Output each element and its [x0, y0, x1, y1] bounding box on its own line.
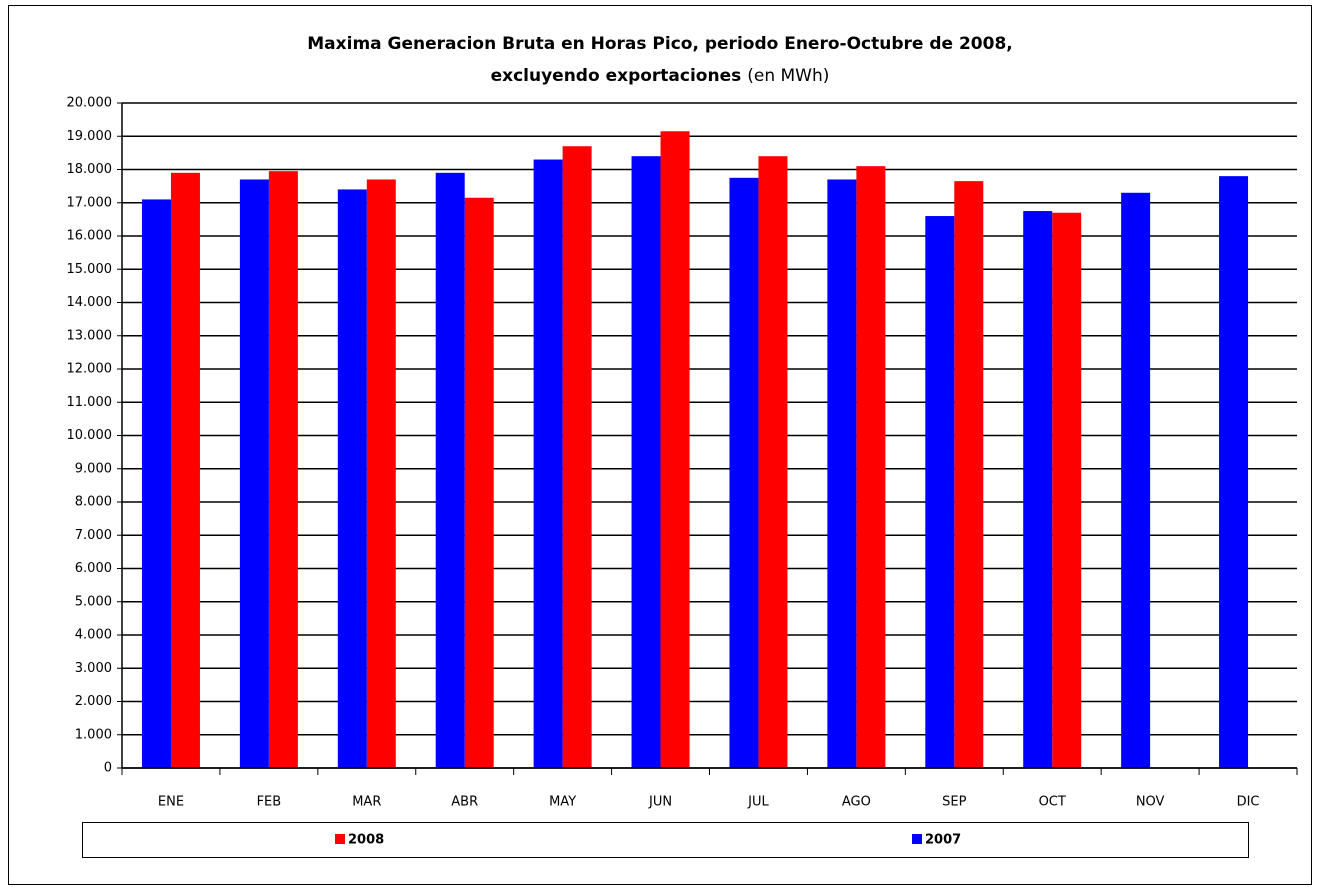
- bar: [533, 159, 563, 768]
- y-tick-label: 8.000: [75, 495, 112, 510]
- y-tick-label: 2.000: [75, 694, 112, 709]
- bar: [758, 156, 788, 768]
- bar: [925, 216, 955, 769]
- bar: [729, 177, 759, 768]
- legend-swatch: [335, 834, 345, 844]
- y-tick-label: 6.000: [75, 561, 112, 576]
- y-tick-label: 15.000: [67, 262, 113, 277]
- x-tick-label: DIC: [1237, 795, 1260, 810]
- bar: [660, 131, 690, 768]
- bar: [1023, 211, 1053, 768]
- y-tick-label: 1.000: [75, 727, 112, 742]
- x-tick-label: OCT: [1039, 795, 1066, 810]
- bar: [268, 171, 298, 769]
- legend-box: [82, 822, 1249, 858]
- y-tick-label: 13.000: [67, 328, 113, 343]
- y-tick-label: 12.000: [67, 362, 113, 377]
- x-tick-label: AGO: [842, 795, 871, 810]
- bar: [464, 197, 494, 768]
- bar: [141, 199, 171, 769]
- x-tick-label: ABR: [451, 795, 478, 810]
- y-tick-label: 4.000: [75, 628, 112, 643]
- bar: [562, 146, 592, 769]
- bar: [856, 166, 886, 769]
- x-tick-label: MAY: [549, 795, 576, 810]
- title-unit: (en MWh): [747, 66, 829, 86]
- title-bold: excluyendo exportaciones: [491, 66, 742, 86]
- bar: [435, 172, 465, 768]
- y-tick-label: 20.000: [67, 96, 113, 111]
- x-tick-label: FEB: [257, 795, 282, 810]
- bar: [366, 179, 396, 769]
- legend-swatch: [912, 834, 922, 844]
- bar: [954, 181, 984, 768]
- bar: [1219, 176, 1249, 768]
- y-tick-label: 18.000: [67, 162, 113, 177]
- bar: [827, 179, 857, 769]
- chart-title: Maxima Generacion Bruta en Horas Pico, p…: [307, 34, 1012, 54]
- legend-label: 2007: [925, 833, 961, 848]
- bar: [337, 189, 367, 768]
- y-tick-label: 19.000: [67, 129, 113, 144]
- y-tick-label: 3.000: [75, 661, 112, 676]
- x-tick-label: MAR: [352, 795, 381, 810]
- x-tick-label: ENE: [158, 795, 184, 810]
- legend-label: 2008: [348, 833, 384, 848]
- bar: [631, 156, 661, 768]
- y-tick-label: 0: [104, 761, 112, 776]
- y-tick-label: 7.000: [75, 528, 112, 543]
- y-tick-label: 9.000: [75, 461, 112, 476]
- x-tick-label: NOV: [1136, 795, 1165, 810]
- bar: [239, 179, 269, 769]
- y-tick-label: 17.000: [67, 195, 113, 210]
- chart-title-line2: excluyendo exportaciones (en MWh): [491, 66, 830, 86]
- x-tick-label: JUL: [747, 795, 769, 810]
- bar: [170, 172, 200, 768]
- bar: [1121, 192, 1151, 768]
- y-tick-label: 10.000: [67, 428, 113, 443]
- y-tick-label: 14.000: [67, 295, 113, 310]
- y-tick-label: 11.000: [67, 395, 113, 410]
- y-tick-label: 5.000: [75, 594, 112, 609]
- bar: [1052, 212, 1082, 769]
- y-tick-label: 16.000: [67, 229, 113, 244]
- x-tick-label: SEP: [942, 795, 966, 810]
- x-tick-label: JUN: [648, 795, 672, 810]
